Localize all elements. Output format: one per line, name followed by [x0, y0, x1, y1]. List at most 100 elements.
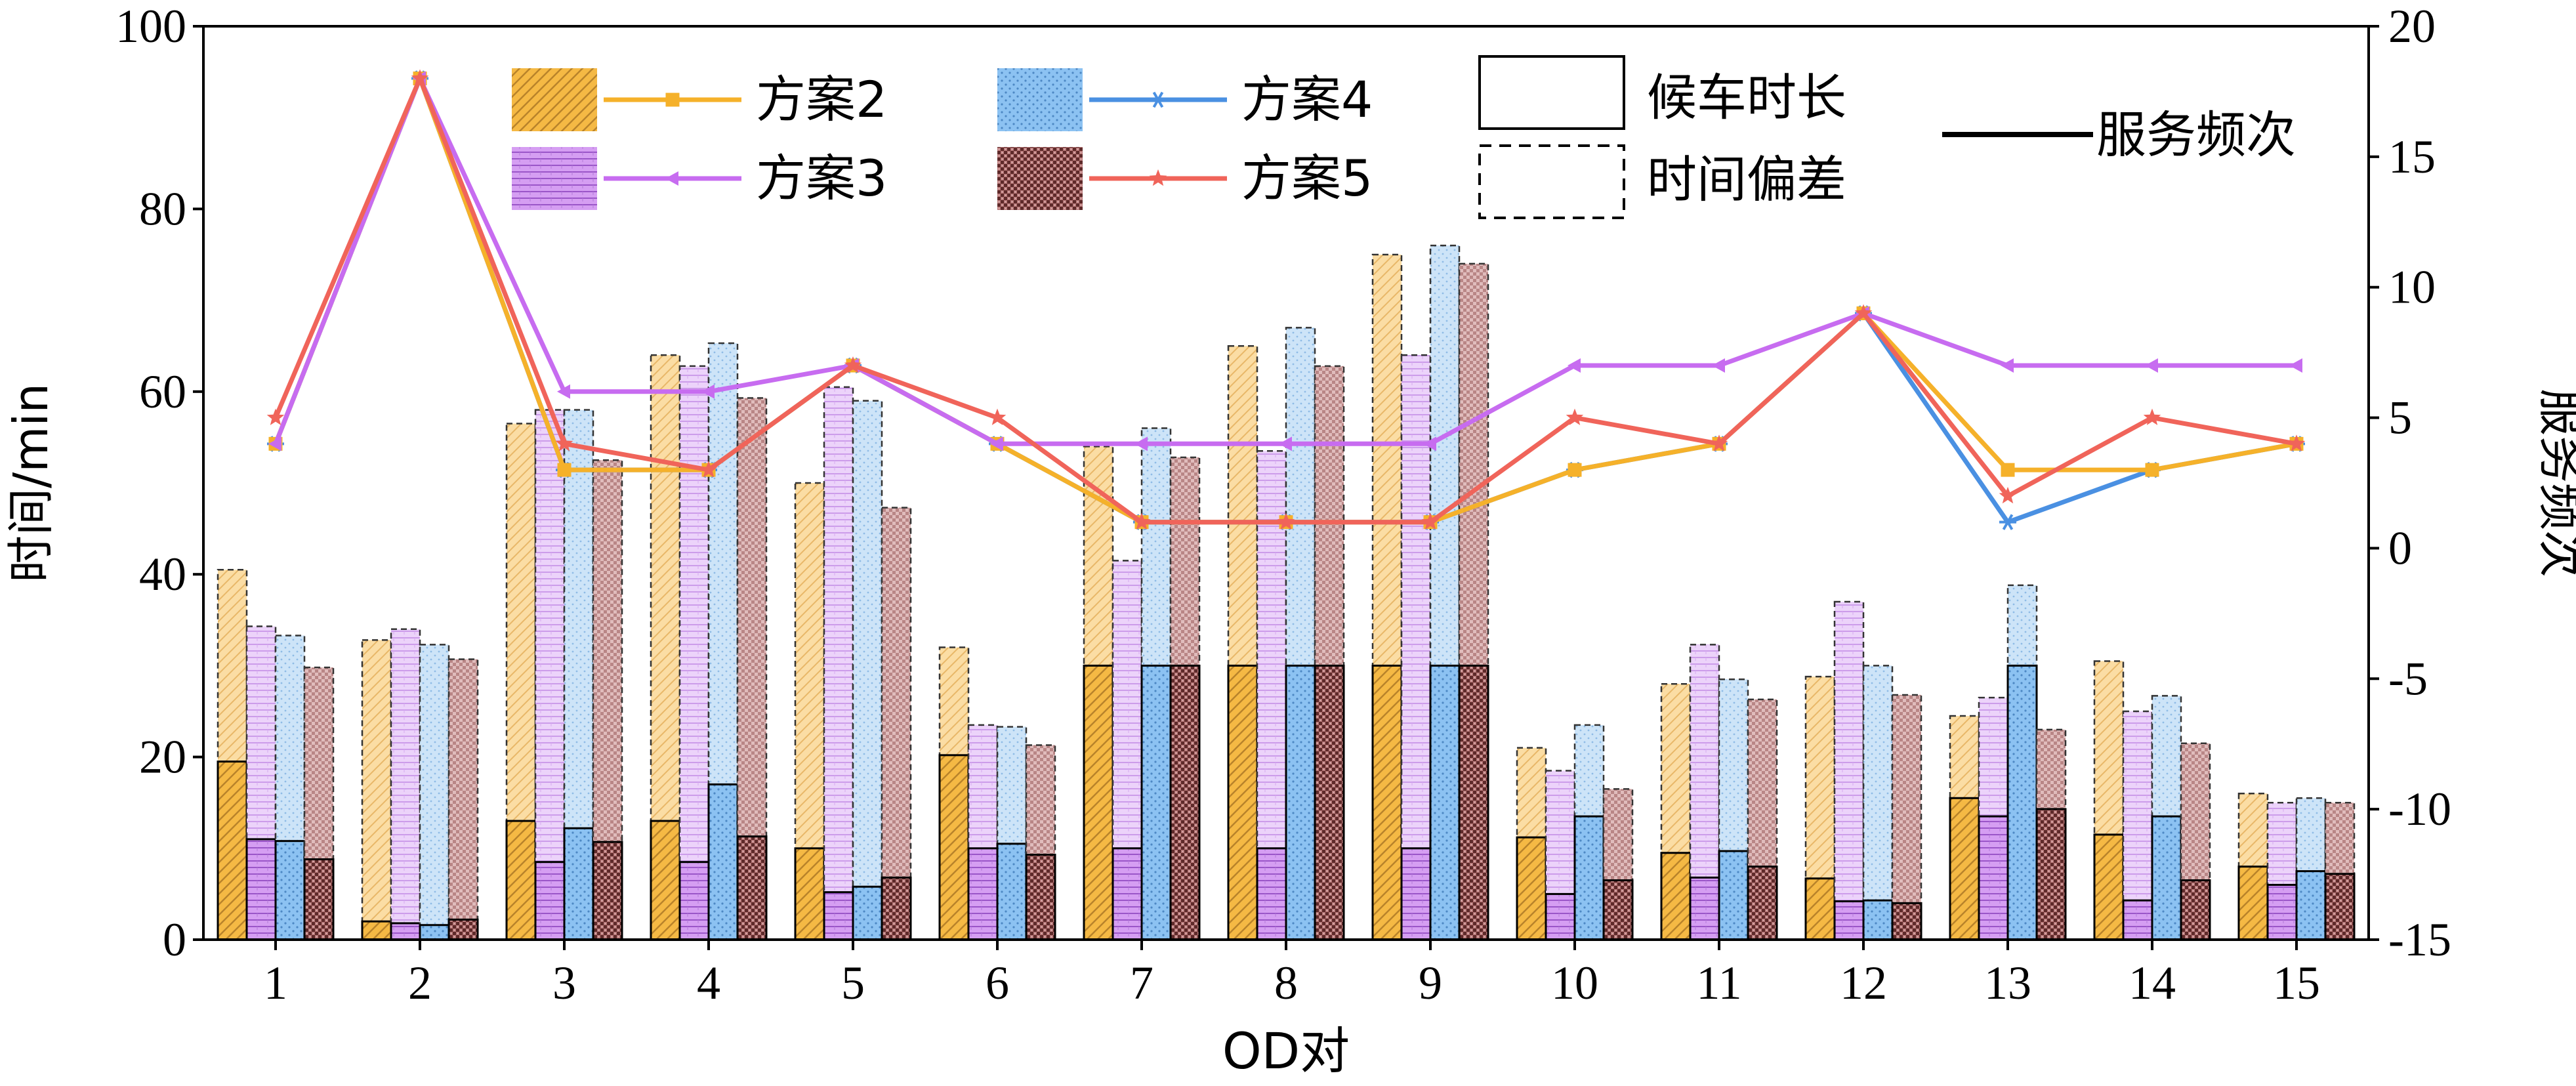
legend-item-s4: 方案4	[997, 68, 1373, 131]
frequency-point-s5-od15	[2287, 434, 2306, 451]
wait-bar-s2-od2	[361, 920, 392, 941]
y-axis-label: 时间/min	[3, 383, 58, 583]
x-tick-label-4: 4	[697, 957, 720, 1009]
wait-bar-s4-od3	[563, 827, 594, 941]
frequency-point-s5-od13	[1999, 486, 2017, 504]
wait-bar-s5-od15	[2324, 873, 2356, 941]
wait-bar-s2-od6	[938, 754, 970, 941]
legend-label-s3: 方案3	[756, 149, 887, 207]
frequency-point-s2-od10	[1568, 463, 1582, 477]
deviation-bar-s3-od12	[1833, 600, 1865, 941]
frequency-point-s5-od9	[1421, 512, 1440, 530]
legend-item-s2: 方案2	[512, 68, 887, 131]
wait-bar-s5-od8	[1314, 664, 1345, 941]
wait-bar-s3-od15	[2266, 883, 2298, 941]
x-tick-label-6: 6	[986, 957, 1009, 1009]
frequency-point-s2-od3	[557, 463, 571, 477]
frequency-point-s3-od8	[1279, 436, 1292, 451]
x-tick-label-15: 15	[2273, 957, 2320, 1009]
frequency-point-s3-od1	[268, 436, 281, 451]
x-tick-label-7: 7	[1130, 957, 1153, 1009]
x-tick-label-2: 2	[408, 957, 432, 1009]
wait-bar-s5-od13	[2035, 808, 2067, 941]
legend-item-s3: 方案3	[512, 147, 887, 210]
wait-bar-s4-od4	[707, 783, 739, 941]
frequency-point-s5-od3	[555, 434, 573, 451]
wait-bar-s3-od11	[1689, 876, 1720, 941]
x-tick-label-14: 14	[2129, 957, 2176, 1009]
x-tick-label-10: 10	[1551, 957, 1598, 1009]
wait-bar-s4-od10	[1573, 815, 1605, 941]
wait-bar-s4-od15	[2295, 870, 2327, 941]
x-tick-label-13: 13	[1984, 957, 2031, 1009]
wait-bar-s3-od13	[1978, 815, 2009, 941]
y-tick-label-60: 60	[139, 365, 186, 418]
frequency-point-s5-od4	[699, 461, 718, 478]
y2-tick-label-15: 15	[2388, 131, 2436, 183]
legend-label-s2: 方案2	[756, 70, 887, 129]
frequency-point-s5-od7	[1132, 512, 1151, 530]
wait-bar-s2-od3	[505, 820, 537, 941]
legend-swatch-wait-time	[1478, 55, 1625, 130]
legend-swatch-s2	[512, 68, 597, 131]
y2-tick-label-5: 5	[2388, 392, 2412, 444]
y2-tick-label--10: -10	[2388, 783, 2451, 835]
wait-bar-s2-od10	[1516, 836, 1547, 941]
x-tick-label-11: 11	[1696, 957, 1741, 1009]
wait-bar-s4-od12	[1862, 899, 1894, 941]
legend-item-wait-time: 候车时长	[1478, 55, 1846, 130]
legend-swatch-s3	[512, 147, 597, 210]
deviation-bar-s2-od2	[361, 639, 392, 941]
wait-bar-s4-od8	[1285, 664, 1316, 941]
frequency-lines-layer	[266, 69, 2306, 530]
frequency-point-s3-od11	[1712, 358, 1725, 373]
wait-bar-s2-od1	[217, 761, 248, 941]
legend-swatch-s4	[997, 68, 1083, 131]
legend-swatch-deviation	[1478, 144, 1625, 219]
wait-bar-s3-od1	[245, 838, 277, 941]
legend-marker-s5	[1149, 169, 1167, 186]
frequency-point-s3-od3	[557, 384, 570, 399]
wait-bar-s5-od5	[881, 876, 912, 941]
frequency-point-s3-od4	[701, 384, 715, 399]
legend-label-wait-time: 候车时长	[1647, 68, 1846, 127]
wait-bar-s2-od9	[1371, 664, 1403, 941]
frequency-point-s5-od10	[1566, 408, 1584, 425]
frequency-point-s5-od5	[844, 356, 862, 373]
frequency-point-s5-od14	[2143, 408, 2161, 425]
wait-bar-s3-od5	[823, 891, 854, 941]
wait-bar-s3-od2	[390, 922, 421, 941]
frequency-point-s5-od12	[1854, 304, 1873, 321]
wait-bar-s3-od9	[1400, 847, 1432, 941]
x-tick-label-12: 12	[1840, 957, 1887, 1009]
wait-bar-s5-od14	[2180, 879, 2211, 941]
y2-axis-label: 服务频次	[2533, 388, 2576, 577]
frequency-point-s3-od9	[1423, 436, 1436, 451]
wait-bar-s2-od4	[650, 820, 681, 941]
deviation-bar-s3-od3	[534, 409, 566, 941]
deviation-bar-s3-od2	[390, 628, 421, 941]
wait-bar-s4-od13	[2006, 664, 2038, 941]
wait-bar-s2-od7	[1083, 664, 1114, 941]
wait-bar-s4-od9	[1429, 664, 1461, 941]
frequency-point-s5-od11	[1710, 434, 1728, 451]
wait-bar-s3-od6	[967, 847, 999, 941]
frequency-point-s3-od13	[2001, 358, 2014, 373]
frequency-point-s5-od6	[988, 408, 1007, 425]
y2-tick-label--5: -5	[2388, 652, 2428, 705]
wait-bar-s2-od12	[1804, 877, 1836, 941]
y2-tick-label-10: 10	[2388, 261, 2436, 314]
wait-bar-s3-od14	[2122, 899, 2153, 941]
y-tick-label-40: 40	[139, 548, 186, 600]
frequency-point-s3-od14	[2145, 358, 2158, 373]
legend-marker-s2	[665, 93, 680, 107]
wait-bar-s5-od10	[1602, 879, 1634, 941]
deviation-bar-s4-od5	[852, 400, 883, 941]
deviation-bar-s3-od9	[1400, 354, 1432, 941]
frequency-point-s3-od7	[1134, 436, 1148, 451]
wait-bar-s5-od12	[1891, 902, 1922, 941]
wait-bar-s4-od14	[2151, 815, 2182, 941]
frequency-point-s3-od10	[1568, 358, 1581, 373]
wait-bar-s3-od12	[1833, 900, 1865, 941]
